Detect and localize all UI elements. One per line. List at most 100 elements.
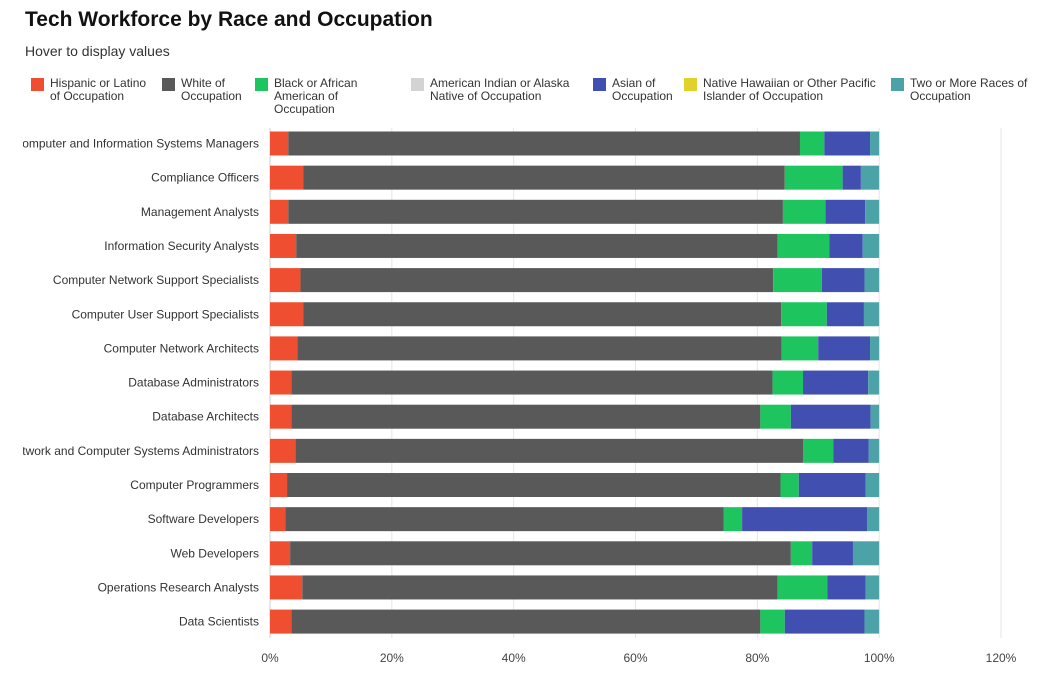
bar-segment-8-4[interactable] bbox=[790, 404, 871, 429]
bar-segment-2-6[interactable] bbox=[865, 199, 880, 224]
chart-title: Tech Workforce by Race and Occupation bbox=[25, 8, 433, 31]
bar-segment-13-4[interactable] bbox=[827, 575, 866, 600]
bar-segment-14-4[interactable] bbox=[784, 609, 865, 634]
category-label-10: Computer Programmers bbox=[130, 478, 259, 492]
category-label-14: Data Scientists bbox=[179, 615, 259, 629]
bar-segment-11-2[interactable] bbox=[723, 507, 743, 532]
bar-segment-0-2[interactable] bbox=[799, 131, 825, 156]
bar-segment-8-6[interactable] bbox=[870, 404, 880, 429]
category-label-12: Web Developers bbox=[171, 546, 260, 560]
bar-segment-13-0[interactable] bbox=[270, 575, 303, 600]
legend-label-asian: Asian of Occupation bbox=[612, 76, 673, 103]
bar-segment-5-2[interactable] bbox=[781, 302, 827, 327]
bar-segment-9-2[interactable] bbox=[803, 438, 834, 463]
bar-segment-3-1[interactable] bbox=[296, 233, 778, 258]
bar-segment-1-6[interactable] bbox=[860, 165, 880, 190]
bar-segment-3-4[interactable] bbox=[829, 233, 863, 258]
legend-item-white[interactable]: White of Occupation bbox=[162, 77, 252, 103]
bar-segment-4-0[interactable] bbox=[270, 268, 301, 293]
bar-segment-14-2[interactable] bbox=[760, 609, 785, 634]
bar-segment-0-1[interactable] bbox=[288, 131, 800, 156]
bar-segment-8-1[interactable] bbox=[291, 404, 761, 429]
legend-item-hispanic[interactable]: Hispanic or Latino of Occupation bbox=[31, 77, 156, 103]
bar-segment-0-0[interactable] bbox=[270, 131, 289, 156]
bar-segment-8-0[interactable] bbox=[270, 404, 292, 429]
bar-segment-9-4[interactable] bbox=[833, 438, 869, 463]
bar-segment-11-1[interactable] bbox=[285, 507, 724, 532]
bar-segment-9-0[interactable] bbox=[270, 438, 296, 463]
bar-segment-7-4[interactable] bbox=[803, 370, 869, 395]
legend-item-asian[interactable]: Asian of Occupation bbox=[593, 77, 693, 103]
label-clip-mask bbox=[0, 128, 23, 638]
category-label-3: Information Security Analysts bbox=[104, 239, 259, 253]
bar-segment-2-2[interactable] bbox=[782, 199, 826, 224]
legend-item-two-or-more[interactable]: Two or More Races of Occupation bbox=[891, 77, 1041, 103]
bar-segment-14-6[interactable] bbox=[864, 609, 880, 634]
bar-segment-0-6[interactable] bbox=[870, 131, 880, 156]
category-label-5: Computer User Support Specialists bbox=[72, 307, 259, 321]
bar-segment-6-0[interactable] bbox=[270, 336, 298, 361]
bar-segment-1-2[interactable] bbox=[784, 165, 843, 190]
bar-segment-7-6[interactable] bbox=[868, 370, 880, 395]
bar-segment-7-0[interactable] bbox=[270, 370, 292, 395]
bar-segment-11-0[interactable] bbox=[270, 507, 286, 532]
bar-segment-4-4[interactable] bbox=[821, 268, 865, 293]
x-tick-label-5: 100% bbox=[864, 651, 895, 665]
bar-segment-3-2[interactable] bbox=[777, 233, 830, 258]
bar-segment-12-4[interactable] bbox=[812, 541, 853, 566]
bar-segment-6-4[interactable] bbox=[818, 336, 871, 361]
category-label-9: Network and Computer Systems Administrat… bbox=[7, 444, 259, 458]
category-label-6: Computer Network Architects bbox=[104, 341, 259, 355]
x-tick-label-0: 0% bbox=[261, 651, 279, 665]
bar-segment-12-6[interactable] bbox=[852, 541, 880, 566]
bar-segment-5-1[interactable] bbox=[303, 302, 782, 327]
bar-segment-6-6[interactable] bbox=[870, 336, 880, 361]
bar-segment-5-6[interactable] bbox=[863, 302, 880, 327]
bar-segment-14-0[interactable] bbox=[270, 609, 292, 634]
bar-segment-2-4[interactable] bbox=[825, 199, 866, 224]
bar-segment-2-1[interactable] bbox=[288, 199, 783, 224]
legend: Hispanic or Latino of Occupation White o… bbox=[31, 77, 1041, 121]
bar-segment-10-6[interactable] bbox=[865, 473, 880, 497]
bar-segment-11-4[interactable] bbox=[742, 507, 867, 532]
bar-segment-8-2[interactable] bbox=[760, 404, 791, 429]
legend-swatch-native-hawaiian bbox=[684, 78, 697, 91]
bar-segment-9-1[interactable] bbox=[295, 438, 804, 463]
bar-segment-1-1[interactable] bbox=[303, 165, 785, 190]
bar-segment-4-6[interactable] bbox=[864, 268, 880, 293]
bar-segment-7-1[interactable] bbox=[291, 370, 773, 395]
bar-segment-1-4[interactable] bbox=[842, 165, 861, 190]
bar-segment-14-1[interactable] bbox=[291, 609, 761, 634]
bar-segment-1-0[interactable] bbox=[270, 165, 304, 190]
bar-segment-13-1[interactable] bbox=[302, 575, 778, 600]
legend-label-two-or-more: Two or More Races of Occupation bbox=[910, 76, 1028, 103]
bar-segment-4-1[interactable] bbox=[300, 268, 774, 293]
bar-segment-4-2[interactable] bbox=[773, 268, 822, 293]
bar-segment-3-0[interactable] bbox=[270, 233, 297, 258]
legend-item-native-hawaiian[interactable]: Native Hawaiian or Other Pacific Islande… bbox=[684, 77, 889, 103]
bar-segment-10-4[interactable] bbox=[798, 473, 866, 497]
legend-item-black[interactable]: Black or African American of Occupation bbox=[255, 77, 380, 116]
bar-segment-10-2[interactable] bbox=[780, 473, 799, 497]
bar-segment-7-2[interactable] bbox=[772, 370, 804, 395]
bar-segment-5-0[interactable] bbox=[270, 302, 304, 327]
bar-segment-9-6[interactable] bbox=[868, 438, 880, 463]
legend-swatch-american-indian bbox=[411, 78, 424, 91]
bar-segment-13-6[interactable] bbox=[865, 575, 880, 600]
legend-item-american-indian[interactable]: American Indian or Alaska Native of Occu… bbox=[411, 77, 581, 103]
bar-segment-10-1[interactable] bbox=[287, 473, 781, 497]
legend-label-american-indian: American Indian or Alaska Native of Occu… bbox=[430, 76, 570, 103]
bar-segment-12-1[interactable] bbox=[290, 541, 791, 566]
bar-segment-5-4[interactable] bbox=[826, 302, 864, 327]
bar-segment-3-6[interactable] bbox=[862, 233, 880, 258]
bar-segment-12-2[interactable] bbox=[790, 541, 813, 566]
bar-segment-10-0[interactable] bbox=[270, 473, 288, 497]
bar-segment-11-6[interactable] bbox=[866, 507, 880, 532]
chart-subtitle: Hover to display values bbox=[25, 43, 170, 59]
bar-segment-13-2[interactable] bbox=[777, 575, 828, 600]
bar-segment-0-4[interactable] bbox=[824, 131, 871, 156]
bar-segment-12-0[interactable] bbox=[270, 541, 291, 566]
bar-segment-6-1[interactable] bbox=[297, 336, 782, 361]
bar-segment-6-2[interactable] bbox=[781, 336, 819, 361]
bar-segment-2-0[interactable] bbox=[270, 199, 289, 224]
